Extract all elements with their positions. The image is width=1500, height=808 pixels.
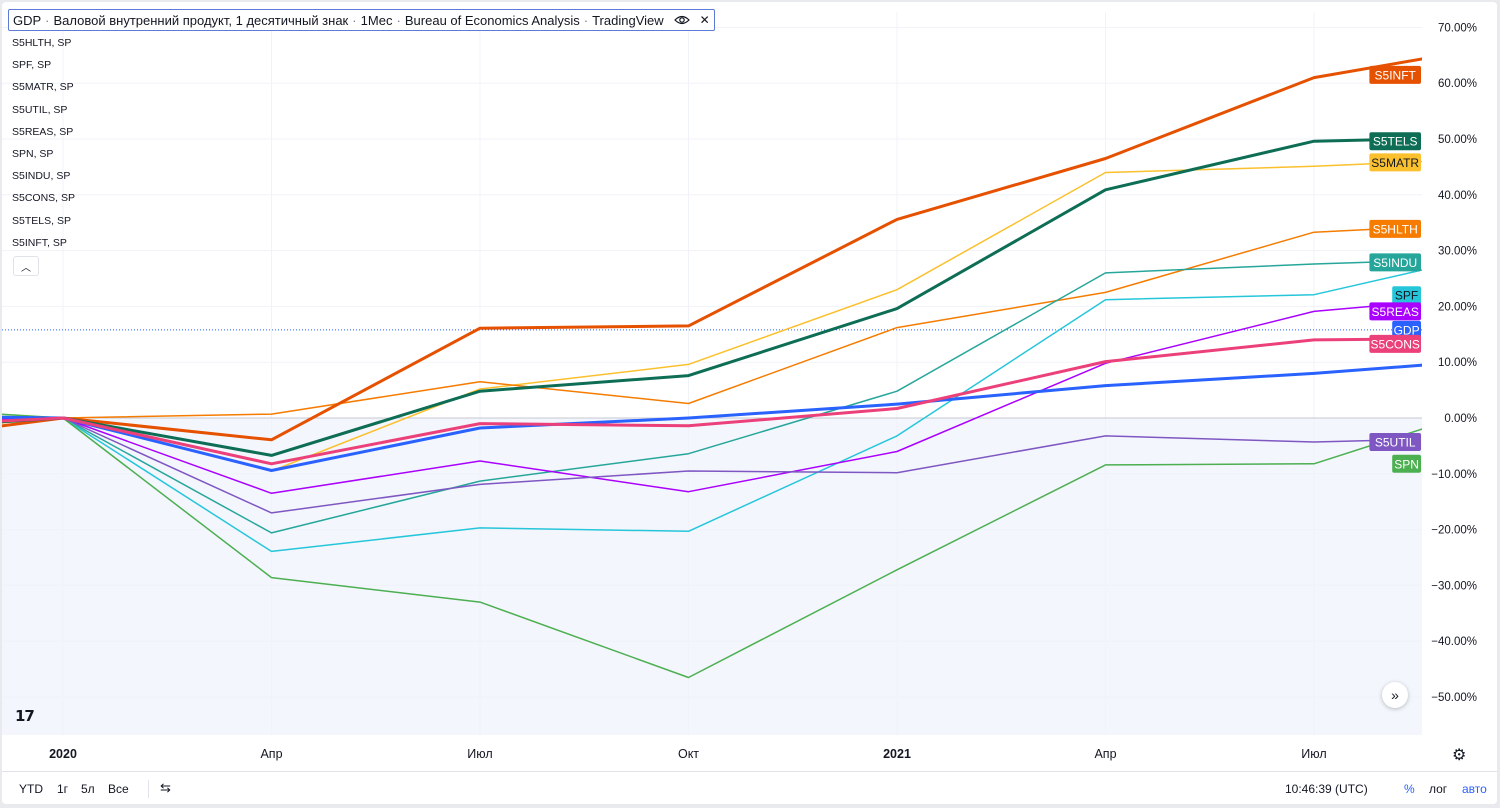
toolbar-divider — [148, 780, 149, 798]
auto-scale-toggle[interactable]: авто — [1462, 782, 1487, 796]
double-chevron-right-icon: » — [1391, 687, 1399, 703]
y-tick-label: 0.00% — [1444, 413, 1477, 425]
legend-item[interactable]: S5INFT, SP — [12, 236, 67, 249]
x-tick-label: Апр — [260, 747, 282, 761]
range-ytd-button[interactable]: YTD — [19, 782, 43, 796]
negative-area-shade — [2, 418, 1422, 735]
series-end-label: S5MATR — [1371, 156, 1419, 170]
series-end-label-bg — [1369, 132, 1421, 151]
price-axis-panel — [1422, 2, 1497, 771]
eye-icon[interactable] — [673, 14, 690, 26]
series-end-label: S5CONS — [1371, 337, 1420, 351]
percent-scale-toggle[interactable]: % — [1404, 782, 1415, 796]
chevron-up-icon: ︿ — [21, 262, 31, 274]
legend-item[interactable]: S5MATR, SP — [12, 81, 74, 94]
series-end-label: S5INFT — [1375, 68, 1417, 82]
title-separator: · — [352, 12, 357, 28]
series-end-label: SPF — [1395, 289, 1418, 303]
x-tick-label: 2021 — [883, 747, 911, 761]
title-platform: TradingView — [592, 12, 664, 28]
utc-clock[interactable]: 10:46:39 (UTC) — [1285, 782, 1368, 796]
scroll-to-realtime-button[interactable]: » — [1382, 682, 1408, 708]
series-line-s5tels — [2, 138, 1384, 457]
series-end-label-bg — [1369, 302, 1421, 321]
y-tick-label: 20.00% — [1438, 301, 1477, 313]
title-symbol: GDP — [13, 12, 42, 28]
series-end-label: S5HLTH — [1373, 222, 1418, 236]
y-tick-label: 70.00% — [1438, 22, 1477, 34]
series-end-label-bg — [1369, 65, 1421, 84]
series-end-label-bg — [1392, 454, 1421, 473]
series-line-gdp — [2, 361, 1454, 472]
legend-item[interactable]: S5INDU, SP — [12, 170, 71, 183]
title-interval: 1Мес — [360, 12, 393, 28]
series-end-label-bg — [1369, 432, 1421, 451]
series-end-label-bg — [1369, 253, 1421, 272]
title-description: Валовой внутренний продукт, 1 десятичный… — [53, 12, 349, 28]
series-end-label-bg — [1369, 219, 1421, 238]
series-end-label-bg — [1392, 320, 1421, 339]
title-separator: · — [583, 12, 589, 28]
series-end-label: S5REAS — [1372, 305, 1419, 319]
title-separator: · — [396, 12, 401, 28]
title-source: Bureau of Economics Analysis — [404, 12, 580, 28]
series-end-label: GDP — [1394, 323, 1420, 337]
legend-item[interactable]: S5REAS, SP — [12, 125, 74, 138]
series-line-s5cons — [2, 337, 1384, 466]
legend-item[interactable]: SPN, SP — [12, 147, 54, 160]
y-tick-label: −20.00% — [1431, 525, 1477, 537]
series-line-s5indu — [2, 261, 1384, 534]
range-5y-button[interactable]: 5л — [81, 782, 95, 796]
range-1y-button[interactable]: 1г — [57, 782, 69, 796]
x-tick-label: Июл — [1301, 747, 1326, 761]
x-tick-label: Июл — [467, 747, 492, 761]
y-tick-label: −30.00% — [1431, 580, 1477, 592]
y-tick-label: 60.00% — [1438, 78, 1477, 90]
gear-icon[interactable]: ⚙ — [1452, 747, 1467, 764]
x-tick-label: Апр — [1094, 747, 1116, 761]
legend-item[interactable]: S5TELS, SP — [12, 214, 71, 227]
y-tick-label: 50.00% — [1438, 134, 1477, 146]
series-end-label-bg — [1369, 334, 1421, 353]
series-line-s5reas — [2, 304, 1384, 495]
collapse-legend-button[interactable]: ︿ — [13, 256, 39, 276]
series-line-spf — [2, 262, 1454, 553]
series-line-s5util — [2, 417, 1384, 514]
tradingview-logo-icon[interactable]: 𝟭𝟳 — [15, 708, 35, 725]
chart-plot[interactable]: 70.00% 60.00% 50.00% 40.00% 30.00% 20.00% 10.0… — [2, 2, 1497, 771]
legend: S5HLTH, SP SPF, SP S5MATR, SP S5UTIL, SP… — [12, 36, 75, 258]
range-all-button[interactable]: Все — [108, 782, 129, 796]
legend-item[interactable]: SPF, SP — [12, 59, 52, 72]
y-tick-label: 40.00% — [1438, 190, 1477, 202]
series-end-label: S5INDU — [1373, 256, 1417, 270]
y-tick-label: −10.00% — [1431, 469, 1477, 481]
legend-item[interactable]: S5HLTH, SP — [12, 37, 72, 49]
y-tick-label: −50.00% — [1431, 692, 1477, 704]
legend-item[interactable]: S5UTIL, SP — [12, 103, 68, 116]
title-separator: · — [45, 12, 50, 28]
log-scale-toggle[interactable]: лог — [1429, 782, 1448, 796]
bottom-toolbar: YTD 1г 5л Все ⇆ 10:46:39 (UTC) % лог авт… — [2, 771, 1497, 804]
series-end-label: S5TELS — [1373, 135, 1418, 149]
y-tick-label: 30.00% — [1438, 246, 1477, 258]
y-tick-label: 10.00% — [1438, 357, 1477, 369]
x-tick-label: Окт — [678, 747, 699, 761]
series-line-s5inft — [2, 52, 1454, 442]
series-end-label: S5UTIL — [1375, 435, 1416, 449]
series-end-label-bg — [1392, 286, 1421, 305]
calendar-icon[interactable]: ⇆ — [160, 780, 171, 795]
legend-item[interactable]: S5CONS, SP — [12, 192, 76, 205]
x-tick-label: 2020 — [49, 747, 77, 761]
series-line-s5hlth — [2, 228, 1384, 422]
chart-title-bar[interactable]: GDP · Валовой внутренний продукт, 1 деся… — [8, 9, 715, 31]
series-end-label-bg — [1369, 153, 1421, 172]
close-icon[interactable]: ✕ — [699, 13, 710, 27]
series-end-label: SPN — [1394, 457, 1419, 471]
series-line-spn — [2, 413, 1454, 679]
y-tick-label: −40.00% — [1431, 636, 1477, 648]
